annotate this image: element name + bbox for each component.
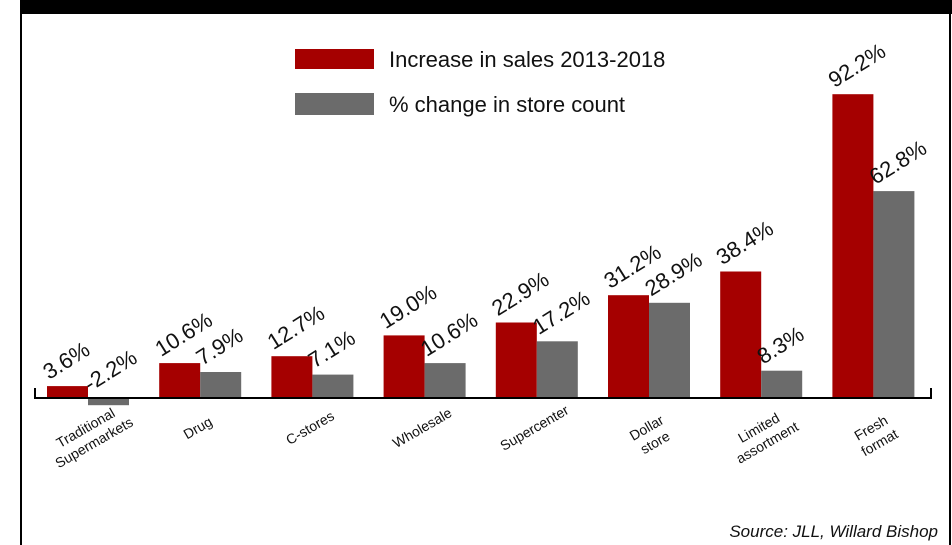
- value-label-sales-6: 38.4%: [712, 215, 778, 269]
- legend-swatch-store-count: [295, 93, 374, 115]
- category-label-7: Freshformat: [850, 411, 901, 459]
- legend-swatch-sales: [295, 49, 374, 69]
- bar-store-count-6: [761, 370, 803, 398]
- legend-label-store-count: % change in store count: [389, 92, 625, 117]
- source-credit: Source: JLL, Willard Bishop: [729, 522, 938, 541]
- bar-sales-6: [720, 271, 762, 398]
- bar-store-count-4: [536, 341, 578, 398]
- category-label-5: Dollarstore: [627, 411, 675, 458]
- bar-store-count-0: [88, 398, 129, 406]
- value-label-sales-7: 92.2%: [824, 38, 890, 92]
- bar-store-count-7: [873, 191, 915, 398]
- category-labels: TraditionalSupermarkets Drug C-stores Whole…: [44, 399, 901, 472]
- bar-store-count-1: [200, 372, 242, 398]
- value-label-store-count-7: 62.8%: [865, 135, 931, 189]
- header-bar: [20, 0, 952, 14]
- bar-store-count-2: [312, 374, 354, 398]
- bar-sales-0: [47, 386, 88, 398]
- legend: Increase in sales 2013-2018 % change in …: [295, 47, 665, 117]
- category-label-3: Wholesale: [390, 404, 455, 451]
- value-label-store-count-3: 10.6%: [416, 307, 482, 361]
- bars: [47, 94, 915, 406]
- left-border: [20, 0, 22, 545]
- bar-sales-4: [495, 322, 537, 398]
- value-label-sales-3: 19.0%: [375, 279, 441, 333]
- bar-sales-2: [271, 356, 313, 398]
- value-label-store-count-2: 7.1%: [304, 325, 360, 373]
- x-axis: [34, 388, 932, 399]
- bar-store-count-3: [424, 363, 466, 398]
- category-label-1: Drug: [181, 413, 215, 442]
- bar-sales-5: [608, 295, 649, 398]
- category-label-2: C-stores: [283, 408, 337, 448]
- bar-sales-1: [159, 363, 201, 398]
- category-label-6: Limitedassortment: [725, 403, 802, 466]
- legend-label-sales: Increase in sales 2013-2018: [389, 47, 665, 72]
- category-label-0: TraditionalSupermarkets: [44, 399, 136, 471]
- category-label-4: Supercenter: [497, 402, 571, 454]
- right-border: [949, 0, 951, 545]
- bar-sales-3: [383, 335, 425, 398]
- bar-store-count-5: [649, 302, 690, 398]
- bar-sales-7: [832, 94, 874, 398]
